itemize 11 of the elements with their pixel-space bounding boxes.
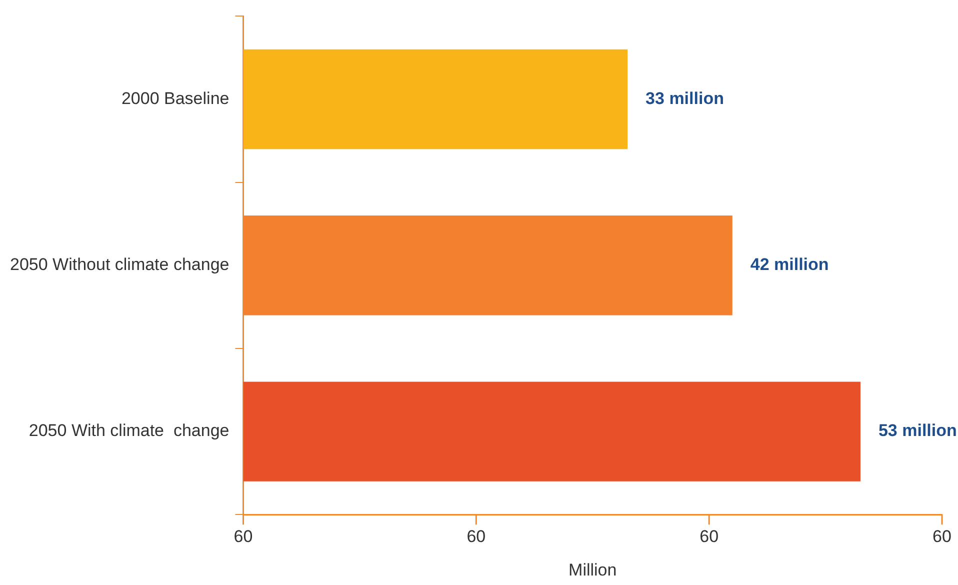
text: 60 (700, 526, 719, 546)
data-label: 53 million (878, 421, 957, 440)
text: 60 (234, 526, 253, 546)
data-label: 33 million (646, 88, 724, 108)
text: 60 (466, 526, 486, 546)
data-label: 42 million (750, 255, 829, 274)
text: 60 (932, 526, 952, 546)
y-tick-label: 2050 Without climate change (10, 255, 230, 274)
y-tick-label: 2000 Baseline (121, 88, 230, 108)
x-axis-title: Million (568, 560, 617, 580)
y-tick-label: 2050 With climate change (28, 421, 230, 440)
